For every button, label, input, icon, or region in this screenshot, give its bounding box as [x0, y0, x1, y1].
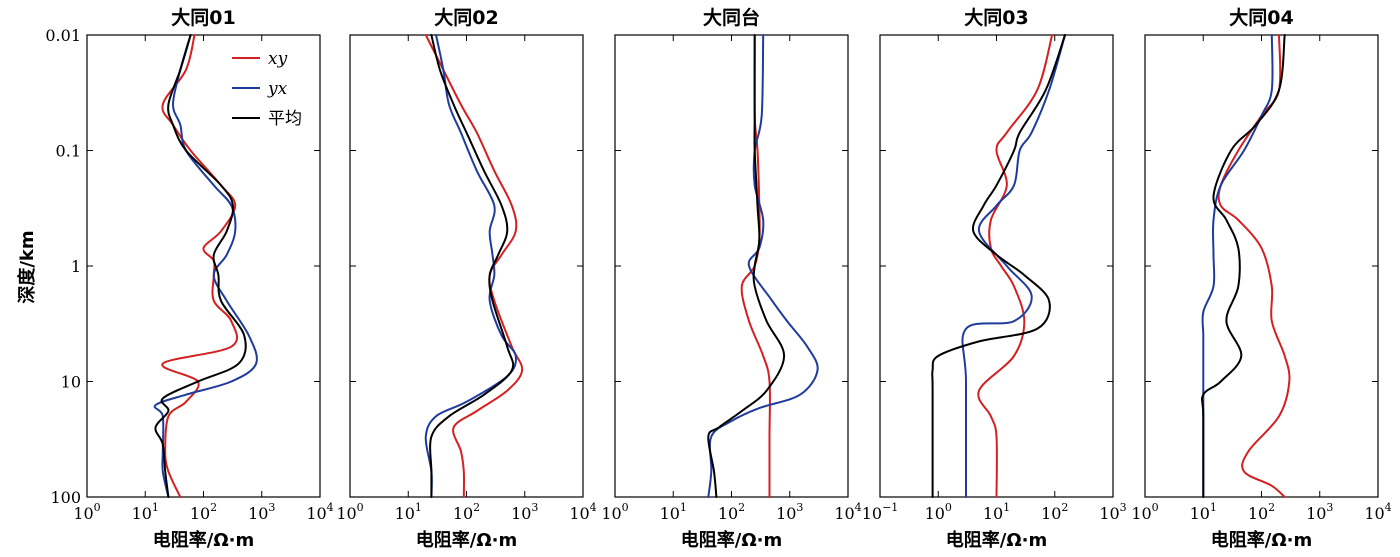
x-axis-label: 电阻率/Ω·m: [946, 529, 1047, 551]
series-line-yx: [707, 34, 819, 498]
panel-title: 大同01: [171, 6, 235, 29]
x-tick-label: 102: [1248, 501, 1275, 523]
series-line-xy: [740, 34, 771, 498]
x-tick-label: 104: [306, 501, 333, 523]
x-tick-label: 101: [132, 501, 159, 523]
series-line-average: [1200, 34, 1286, 498]
x-tick-label: 103: [248, 501, 275, 523]
legend: xy yx 平均: [232, 49, 302, 129]
y-tick-label: 1: [71, 257, 81, 276]
series-line-xy: [1217, 34, 1291, 498]
x-tick-label: 101: [660, 501, 687, 523]
series-line-yx: [153, 34, 258, 498]
y-tick-label: 0.1: [56, 142, 81, 161]
x-tick-label: 104: [569, 501, 596, 523]
x-axis-label: 电阻率/Ω·m: [681, 529, 782, 551]
y-axis-label: 深度/km: [16, 230, 38, 303]
series-line-xy: [424, 34, 524, 498]
x-tick-label: 103: [511, 501, 538, 523]
panel-title: 大同02: [434, 6, 498, 29]
x-tick-label: 101: [1190, 501, 1217, 523]
y-tick-label: 10: [61, 373, 81, 392]
x-tick-label: 102: [718, 501, 745, 523]
x-tick-label: 10−1: [862, 501, 899, 523]
x-tick-label: 103: [1306, 501, 1333, 523]
legend-label: xy: [268, 49, 288, 69]
x-tick-label: 102: [190, 501, 217, 523]
panel-title: 大同04: [1229, 6, 1293, 29]
legend-label: 平均: [268, 109, 302, 129]
x-tick-label: 101: [395, 501, 422, 523]
series-line-average: [931, 34, 1066, 498]
x-axis-label: 电阻率/Ω·m: [1211, 529, 1312, 551]
x-tick-label: 100: [925, 501, 952, 523]
panel-5: 大同04 100 101 102 103 104 电阻率/Ω·m: [1131, 6, 1391, 551]
plot-frame: [349, 34, 584, 498]
x-tick-label: 100: [73, 501, 100, 523]
y-tick-label: 100: [50, 488, 81, 507]
plot-frame: [1144, 34, 1379, 498]
x-tick-label: 101: [983, 501, 1010, 523]
x-tick-label: 100: [1131, 501, 1158, 523]
series-line-average: [707, 34, 786, 498]
panel-3: 大同台 100 101 102 103 104 电阻率/Ω·m: [601, 6, 861, 551]
series-line-average: [429, 34, 515, 498]
series-line-yx: [961, 34, 1066, 498]
plot-frame: [614, 34, 849, 498]
x-tick-label: 104: [834, 501, 861, 523]
x-tick-label: 102: [453, 501, 480, 523]
x-tick-label: 103: [1099, 501, 1126, 523]
series-line-average: [154, 34, 247, 498]
panel-title: 大同台: [703, 6, 760, 29]
series-line-yx: [424, 34, 517, 498]
panel-4: 大同03 10−1 100 101 102 103 电阻率/Ω·m: [862, 6, 1127, 551]
x-axis-label: 电阻率/Ω·m: [153, 529, 254, 551]
series-line-yx: [1201, 34, 1274, 498]
panel-title: 大同03: [964, 6, 1028, 29]
x-tick-label: 100: [336, 501, 363, 523]
legend-label: yx: [267, 79, 288, 99]
x-tick-label: 100: [601, 501, 628, 523]
x-tick-label: 102: [1041, 501, 1068, 523]
plot-frame: [879, 34, 1114, 498]
plot-frame: [86, 34, 321, 498]
x-tick-label: 104: [1364, 501, 1391, 523]
x-tick-label: 103: [776, 501, 803, 523]
x-axis-label: 电阻率/Ω·m: [416, 529, 517, 551]
panel-2: 大同02 100 101 102 103 104 电阻率/Ω·m: [336, 6, 596, 551]
y-tick-label: 0.01: [45, 26, 81, 45]
series-line-xy: [977, 34, 1054, 498]
